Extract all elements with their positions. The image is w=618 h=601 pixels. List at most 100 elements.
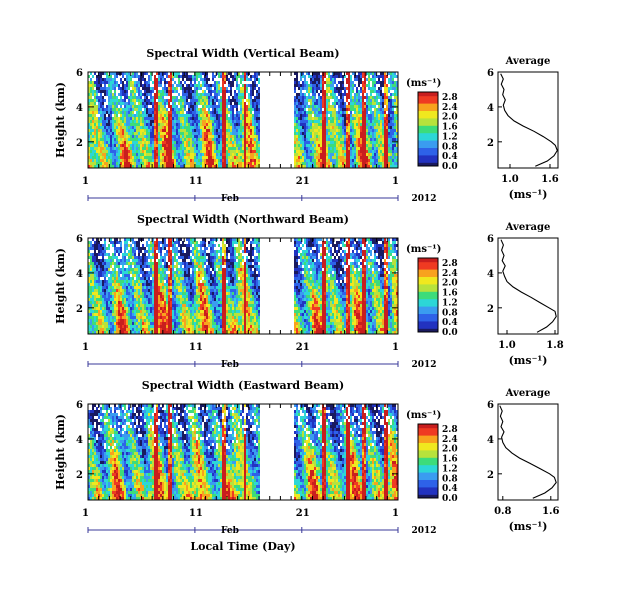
colorbar-swatch xyxy=(418,106,438,109)
heatmap-cell xyxy=(108,81,110,84)
heatmap-cell xyxy=(344,111,346,114)
heatmap-cell xyxy=(94,298,96,301)
heatmap-cell xyxy=(208,105,210,108)
heatmap-cell xyxy=(378,165,380,168)
heatmap-cell xyxy=(186,132,188,135)
heatmap-cell xyxy=(172,72,174,75)
heatmap-cell xyxy=(318,114,320,117)
heatmap-cell xyxy=(372,162,374,165)
heatmap-cell xyxy=(304,165,306,168)
heatmap-cell xyxy=(340,108,342,111)
heatmap-cell xyxy=(154,81,156,84)
heatmap-cell xyxy=(118,331,120,334)
heatmap-cell xyxy=(124,99,126,102)
heatmap-cell xyxy=(148,123,150,126)
heatmap-cell xyxy=(90,259,92,262)
heatmap-cell xyxy=(300,138,302,141)
heatmap-cell xyxy=(296,162,298,165)
heatmap-cell xyxy=(100,90,102,93)
heatmap-cell xyxy=(376,132,378,135)
heatmap-cell xyxy=(152,108,154,111)
heatmap-cell xyxy=(92,114,94,117)
heatmap-cell xyxy=(116,156,118,159)
heatmap-cell xyxy=(174,144,176,147)
heatmap-cell xyxy=(174,138,176,141)
heatmap-cell xyxy=(150,141,152,144)
heatmap-cell xyxy=(364,138,366,141)
heatmap-cell xyxy=(318,102,320,105)
heatmap-cell xyxy=(250,159,252,162)
heatmap-cell xyxy=(168,87,170,90)
heatmap-cell xyxy=(104,271,106,274)
heatmap-cell xyxy=(250,120,252,123)
heatmap-cell xyxy=(174,87,176,90)
heatmap-cell xyxy=(182,123,184,126)
heatmap-cell xyxy=(124,331,126,334)
heatmap-cell xyxy=(126,292,128,295)
heatmap-cell xyxy=(228,135,230,138)
heatmap-cell xyxy=(208,135,210,138)
heatmap-cell xyxy=(126,153,128,156)
heatmap-cell xyxy=(294,141,296,144)
heatmap-cell xyxy=(294,135,296,138)
heatmap-cell xyxy=(392,102,394,105)
heatmap-cell xyxy=(132,120,134,123)
heatmap-cell xyxy=(300,156,302,159)
heatmap-cell xyxy=(194,93,196,96)
heatmap-cell xyxy=(366,150,368,153)
heatmap-cell xyxy=(360,123,362,126)
heatmap-cell xyxy=(106,138,108,141)
heatmap-cell xyxy=(94,156,96,159)
heatmap-cell xyxy=(370,72,372,75)
heatmap-cell xyxy=(198,129,200,132)
heatmap-cell xyxy=(326,96,328,99)
heatmap-cell xyxy=(152,111,154,114)
heatmap-cell xyxy=(250,99,252,102)
heatmap-cell xyxy=(372,129,374,132)
heatmap-cell xyxy=(182,108,184,111)
heatmap-cell xyxy=(354,147,356,150)
heatmap-cell xyxy=(128,322,130,325)
heatmap-cell xyxy=(196,117,198,120)
heatmap-cell xyxy=(214,153,216,156)
heatmap-cell xyxy=(88,325,90,328)
heatmap-cell xyxy=(120,138,122,141)
heatmap-cell xyxy=(160,162,162,165)
heatmap-cell xyxy=(114,319,116,322)
heatmap-cell xyxy=(382,96,384,99)
heatmap-cell xyxy=(148,156,150,159)
colorbar-swatch xyxy=(418,112,438,115)
heatmap-cell xyxy=(166,153,168,156)
heatmap-cell xyxy=(126,253,128,256)
heatmap-cell xyxy=(360,114,362,117)
heatmap-cell xyxy=(364,159,366,162)
heatmap-cell xyxy=(122,156,124,159)
heatmap-cell xyxy=(244,108,246,111)
heatmap-cell xyxy=(116,238,118,241)
heatmap-cell xyxy=(184,102,186,105)
heatmap-cell xyxy=(122,325,124,328)
heatmap-cell xyxy=(118,123,120,126)
heatmap-cell xyxy=(320,156,322,159)
heatmap-cell xyxy=(198,114,200,117)
heatmap-cell xyxy=(114,286,116,289)
heatmap-cell xyxy=(112,96,114,99)
heatmap-cell xyxy=(376,117,378,120)
heatmap-cell xyxy=(244,87,246,90)
heatmap-cell xyxy=(332,150,334,153)
heatmap-cell xyxy=(370,105,372,108)
heatmap-cell xyxy=(392,165,394,168)
heatmap-cell xyxy=(344,108,346,111)
heatmap-cell xyxy=(120,322,122,325)
heatmap-cell xyxy=(204,123,206,126)
heatmap-cell xyxy=(134,295,136,298)
heatmap-cell xyxy=(322,117,324,120)
heatmap-cell xyxy=(338,99,340,102)
profile-title: Average xyxy=(505,56,551,67)
heatmap-cell xyxy=(226,75,228,78)
heatmap-cell xyxy=(392,114,394,117)
heatmap-cell xyxy=(250,126,252,129)
heatmap-cell xyxy=(162,162,164,165)
heatmap-cell xyxy=(246,144,248,147)
heatmap-cell xyxy=(156,81,158,84)
